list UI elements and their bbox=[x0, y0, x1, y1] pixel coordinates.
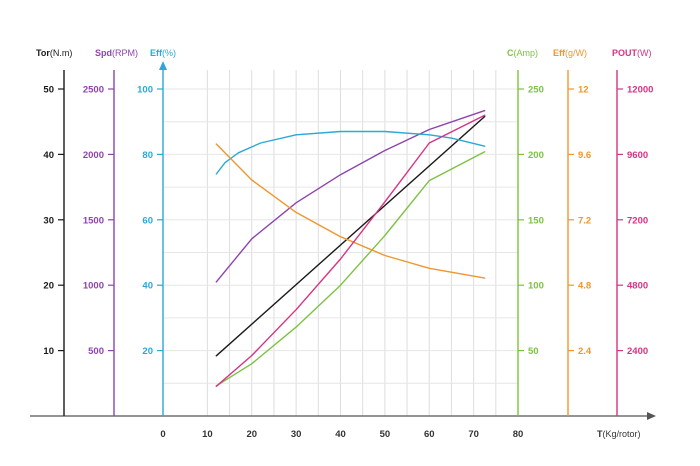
labels-group: 0 10 20 30 40 50 60 70 80 T(Kg/rotor) 10 20 30 40 50 To… bbox=[36, 48, 653, 440]
tick-label-pout: 2400 bbox=[627, 346, 648, 357]
series-line-cur bbox=[215, 151, 486, 387]
tick-label-effg: 9.6 bbox=[578, 150, 591, 161]
tick-label-spd: 2000 bbox=[83, 150, 104, 161]
tick-label-eff: 80 bbox=[142, 150, 153, 161]
x-axis-label: T(Kg/rotor) bbox=[597, 429, 641, 439]
axis-title-tor: Tor(N.m) bbox=[36, 48, 72, 58]
axis-title-pout: POUT(W) bbox=[612, 48, 652, 58]
x-tick-label: 0 bbox=[160, 429, 165, 440]
tick-label-eff: 20 bbox=[142, 346, 153, 357]
tick-label-eff: 100 bbox=[137, 85, 153, 96]
series-line-spd bbox=[215, 109, 486, 283]
tick-label-tor: 50 bbox=[43, 85, 54, 96]
tick-label-tor: 30 bbox=[43, 215, 54, 226]
tick-label-pout: 12000 bbox=[627, 85, 653, 96]
axis-title-spd: Spd(RPM) bbox=[95, 48, 138, 58]
tick-label-effg: 4.8 bbox=[578, 281, 591, 292]
tick-label-tor: 10 bbox=[43, 346, 54, 357]
tick-label-cur: 250 bbox=[528, 85, 544, 96]
axis-title-cur: C(Amp) bbox=[507, 48, 538, 58]
axis-title-effg: Eff(g/W) bbox=[553, 48, 587, 58]
tick-label-tor: 40 bbox=[43, 150, 54, 161]
tick-label-pout: 4800 bbox=[627, 281, 648, 292]
tick-label-spd: 1000 bbox=[83, 281, 104, 292]
x-tick-label: 40 bbox=[335, 429, 346, 440]
axis-title-eff: Eff(%) bbox=[150, 48, 176, 58]
tick-label-tor: 20 bbox=[43, 281, 54, 292]
x-tick-label: 30 bbox=[291, 429, 302, 440]
tick-label-effg: 12 bbox=[578, 85, 589, 96]
series-line-tor bbox=[215, 115, 486, 357]
tick-label-pout: 9600 bbox=[627, 150, 648, 161]
series-line-effg bbox=[215, 143, 486, 279]
grid bbox=[163, 70, 518, 416]
eff-axis-arrow bbox=[159, 61, 167, 70]
x-tick-label: 80 bbox=[513, 429, 524, 440]
series-line-pout bbox=[215, 114, 486, 387]
series-line-eff bbox=[215, 130, 486, 175]
tick-label-spd: 1500 bbox=[83, 215, 104, 226]
tick-label-cur: 200 bbox=[528, 150, 544, 161]
tick-label-effg: 7.2 bbox=[578, 215, 591, 226]
tick-label-eff: 60 bbox=[142, 215, 153, 226]
x-tick-label: 60 bbox=[424, 429, 435, 440]
axes-group bbox=[30, 61, 656, 420]
tick-label-pout: 7200 bbox=[627, 215, 648, 226]
x-tick-label: 10 bbox=[202, 429, 213, 440]
tick-label-spd: 2500 bbox=[83, 85, 104, 96]
x-axis-arrow bbox=[647, 412, 656, 420]
tick-label-effg: 2.4 bbox=[578, 346, 592, 357]
tick-label-spd: 500 bbox=[88, 346, 104, 357]
x-tick-label: 70 bbox=[468, 429, 479, 440]
tick-label-cur: 50 bbox=[528, 346, 539, 357]
series-group bbox=[215, 109, 486, 387]
tick-label-cur: 100 bbox=[528, 281, 544, 292]
x-tick-label: 20 bbox=[246, 429, 257, 440]
tick-label-cur: 150 bbox=[528, 215, 544, 226]
tick-label-eff: 40 bbox=[142, 281, 153, 292]
x-tick-label: 50 bbox=[380, 429, 391, 440]
